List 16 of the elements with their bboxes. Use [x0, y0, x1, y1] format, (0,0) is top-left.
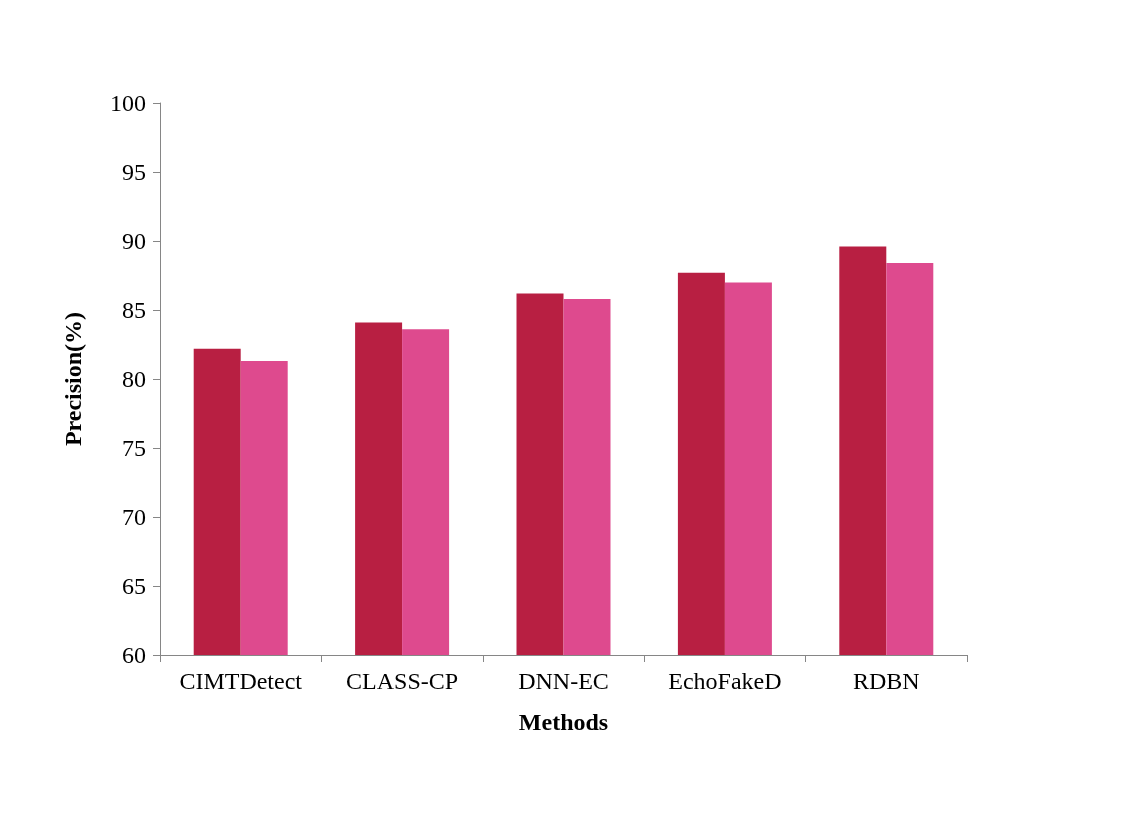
y-tick-label: 70: [122, 504, 146, 530]
y-tick-label: 85: [122, 297, 146, 323]
y-tick-label: 95: [122, 159, 146, 185]
x-tick-label: EchoFakeD: [668, 668, 782, 694]
x-tick-label: CLASS-CP: [346, 668, 459, 694]
x-tick-label: CIMTDetect: [179, 668, 303, 694]
y-tick-label: 90: [122, 228, 146, 254]
y-tick-label: 65: [122, 573, 146, 599]
y-axis-title: Precision(%): [60, 311, 86, 447]
x-tick-label: RDBN: [852, 668, 920, 694]
x-tick-label: DNN-EC: [518, 668, 609, 694]
y-tick-label: 75: [122, 435, 146, 461]
y-tick-label: 80: [122, 366, 146, 392]
y-tick-label: 60: [122, 642, 146, 668]
y-tick-label: 100: [110, 90, 146, 116]
x-axis-title: Methods: [518, 709, 609, 735]
